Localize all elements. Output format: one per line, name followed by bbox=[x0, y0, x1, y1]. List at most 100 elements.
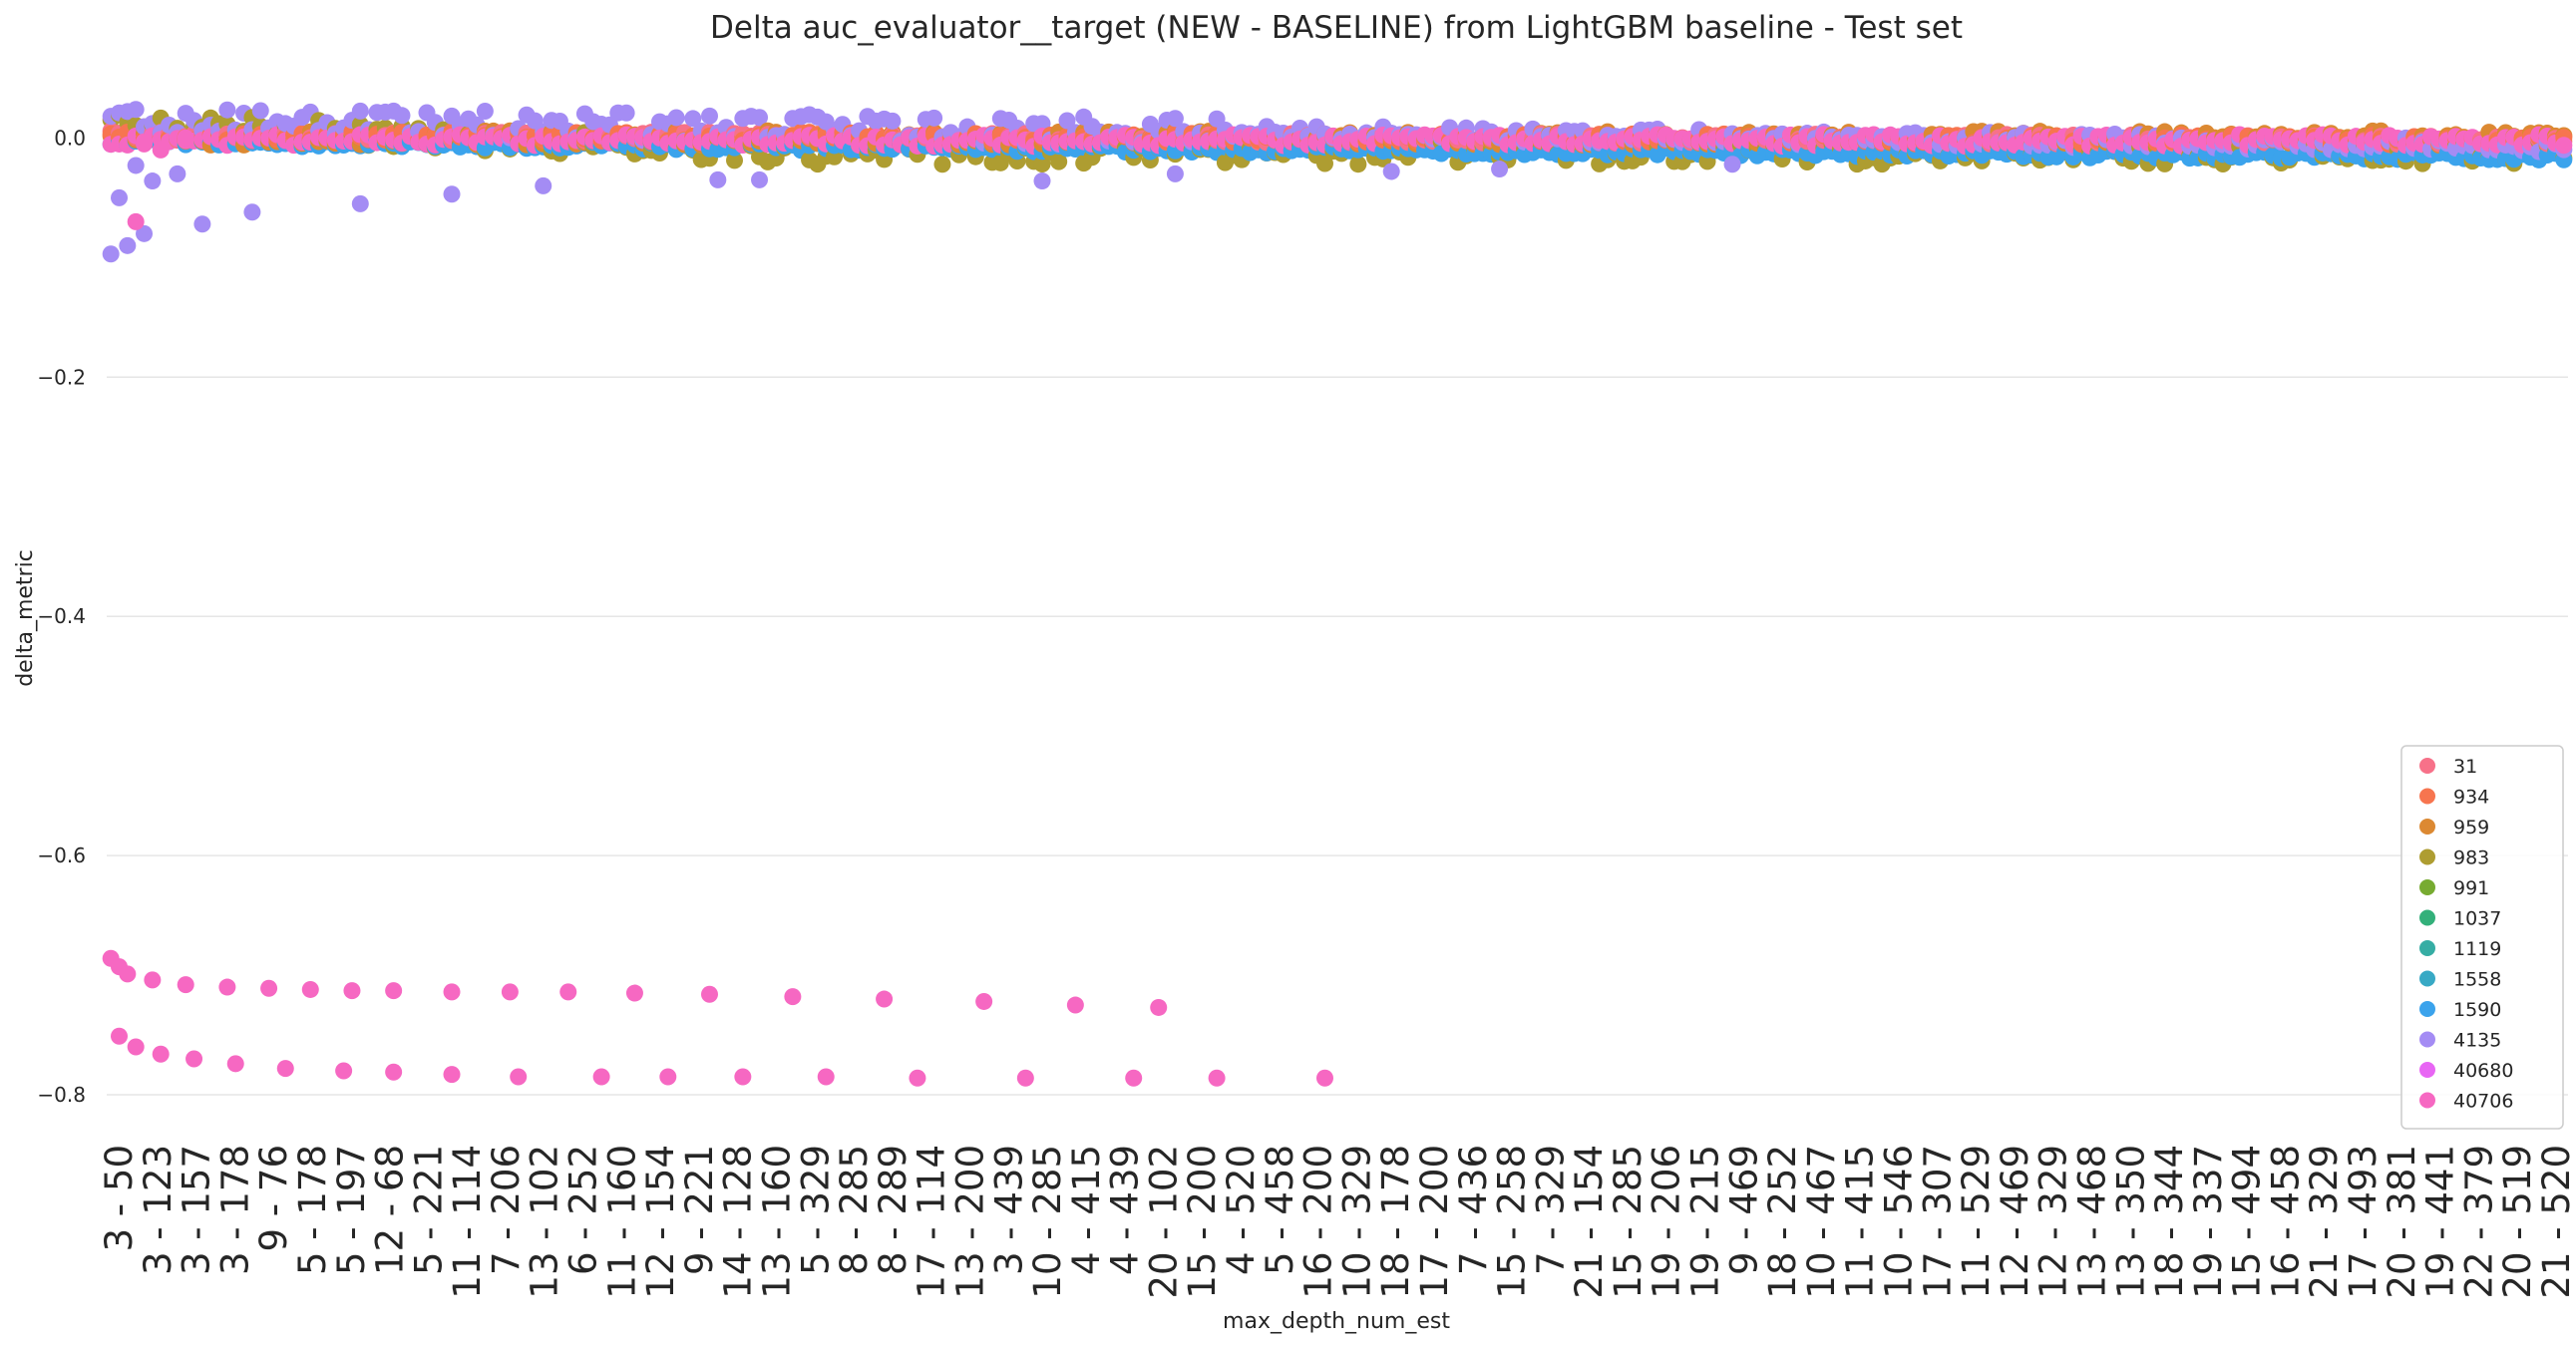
point-4135 bbox=[169, 165, 186, 182]
point-4135 bbox=[351, 194, 369, 212]
point-40706 bbox=[136, 135, 154, 153]
y-tick-label: −0.2 bbox=[37, 365, 86, 389]
x-tick-label: 19 - 215 bbox=[1684, 1145, 1727, 1299]
point-40706 bbox=[343, 982, 361, 1000]
point-40706 bbox=[276, 1060, 294, 1078]
x-tick-label: 22 - 379 bbox=[2457, 1145, 2500, 1299]
x-tick-label: 16 - 458 bbox=[2264, 1145, 2307, 1299]
y-tick-labels: 0.0 −0.2 −0.4 −0.6 −0.8 bbox=[37, 126, 86, 1107]
x-tick-label: 13 - 102 bbox=[524, 1145, 566, 1299]
point-40706 bbox=[501, 983, 519, 1001]
x-tick-label: 9 - 469 bbox=[1722, 1145, 1765, 1275]
point-40706 bbox=[700, 985, 718, 1003]
x-tick-label: 9 - 221 bbox=[678, 1145, 721, 1275]
x-tick-label: 4 - 520 bbox=[1220, 1145, 1263, 1275]
x-tick-label: 8 - 285 bbox=[833, 1145, 876, 1275]
legend-box bbox=[2400, 745, 2564, 1130]
point-4135 bbox=[102, 245, 120, 263]
x-tick-label: 12 - 329 bbox=[2032, 1145, 2075, 1299]
point-40706 bbox=[301, 980, 319, 998]
x-tick-label: 21 - 329 bbox=[2303, 1145, 2346, 1299]
point-40706 bbox=[385, 1063, 403, 1081]
point-40706 bbox=[127, 212, 145, 230]
point-40706 bbox=[1125, 1069, 1143, 1087]
x-tick-label: 17 - 307 bbox=[1916, 1145, 1959, 1299]
x-tick-label: 7 - 329 bbox=[1529, 1145, 1572, 1275]
x-tick-label: 15 - 285 bbox=[1607, 1145, 1650, 1299]
x-tick-label: 6 - 252 bbox=[562, 1145, 605, 1275]
x-tick-label: 12 - 68 bbox=[369, 1145, 412, 1275]
legend-marker bbox=[2419, 940, 2435, 956]
point-40706 bbox=[1150, 998, 1168, 1016]
x-tick-label: 13 - 200 bbox=[948, 1145, 991, 1299]
point-40706 bbox=[909, 1069, 926, 1087]
x-tick-label: 20 - 381 bbox=[2381, 1145, 2423, 1299]
data-points bbox=[102, 101, 2573, 1087]
legend-label: 31 bbox=[2453, 756, 2477, 778]
point-4135 bbox=[684, 110, 702, 128]
point-4135 bbox=[751, 170, 769, 188]
point-40706 bbox=[1315, 1069, 1333, 1087]
point-40706 bbox=[625, 984, 643, 1002]
legend-marker bbox=[2419, 819, 2435, 835]
point-4135 bbox=[144, 172, 162, 190]
point-40706 bbox=[443, 983, 461, 1001]
x-tick-label: 4 - 415 bbox=[1065, 1145, 1108, 1275]
point-4135 bbox=[1166, 165, 1184, 182]
x-tick-label: 16 - 200 bbox=[1297, 1145, 1340, 1299]
point-40706 bbox=[784, 988, 802, 1006]
x-tick-label: 19 - 337 bbox=[2187, 1145, 2230, 1299]
x-tick-label: 10 - 329 bbox=[1335, 1145, 1378, 1299]
x-tick-label: 20 - 102 bbox=[1142, 1145, 1185, 1299]
legend-label: 4135 bbox=[2453, 1030, 2501, 1052]
point-40706 bbox=[1066, 996, 1084, 1014]
legend-label: 934 bbox=[2453, 787, 2489, 809]
point-4135 bbox=[1382, 163, 1400, 180]
point-40706 bbox=[559, 983, 577, 1001]
legend-label: 1119 bbox=[2453, 938, 2501, 960]
x-tick-label: 11 - 160 bbox=[600, 1145, 643, 1299]
point-4135 bbox=[1058, 112, 1076, 130]
point-4135 bbox=[535, 176, 552, 194]
point-983 bbox=[1315, 155, 1333, 172]
point-40706 bbox=[592, 1068, 610, 1086]
point-40706 bbox=[226, 1055, 244, 1073]
y-axis-label: delta_metric bbox=[13, 549, 38, 687]
point-4135 bbox=[251, 102, 269, 120]
legend-label: 1037 bbox=[2453, 908, 2501, 930]
point-40706 bbox=[734, 1068, 752, 1086]
x-tick-label: 7 - 206 bbox=[485, 1145, 528, 1275]
point-40706 bbox=[119, 965, 137, 983]
legend-label: 959 bbox=[2453, 817, 2489, 839]
point-4135 bbox=[709, 170, 727, 188]
legend-marker bbox=[2419, 909, 2435, 926]
point-40706 bbox=[1208, 1069, 1226, 1087]
point-40706 bbox=[817, 1068, 835, 1086]
point-983 bbox=[726, 152, 744, 169]
x-tick-label: 7 - 436 bbox=[1452, 1145, 1495, 1275]
x-tick-label: 5 - 329 bbox=[794, 1145, 837, 1275]
legend-marker bbox=[2419, 970, 2435, 987]
point-4135 bbox=[218, 101, 236, 119]
legend-label: 1590 bbox=[2453, 999, 2501, 1021]
point-4135 bbox=[476, 102, 494, 120]
point-4135 bbox=[751, 109, 769, 127]
x-tick-label: 11 - 114 bbox=[446, 1145, 489, 1299]
legend-marker bbox=[2419, 788, 2435, 805]
point-4135 bbox=[193, 215, 211, 233]
point-4135 bbox=[243, 203, 261, 221]
point-40706 bbox=[510, 1068, 528, 1086]
x-tick-label: 12 - 469 bbox=[1994, 1145, 2036, 1299]
x-tick-label: 17 - 114 bbox=[911, 1145, 953, 1299]
point-40706 bbox=[260, 979, 278, 997]
point-40706 bbox=[144, 971, 162, 989]
point-40706 bbox=[385, 982, 403, 1000]
x-tick-label: 10 - 546 bbox=[1878, 1145, 1921, 1299]
point-4135 bbox=[667, 109, 685, 127]
point-4135 bbox=[127, 157, 145, 174]
point-983 bbox=[933, 156, 951, 173]
point-4135 bbox=[1166, 110, 1184, 128]
point-40706 bbox=[876, 990, 894, 1008]
